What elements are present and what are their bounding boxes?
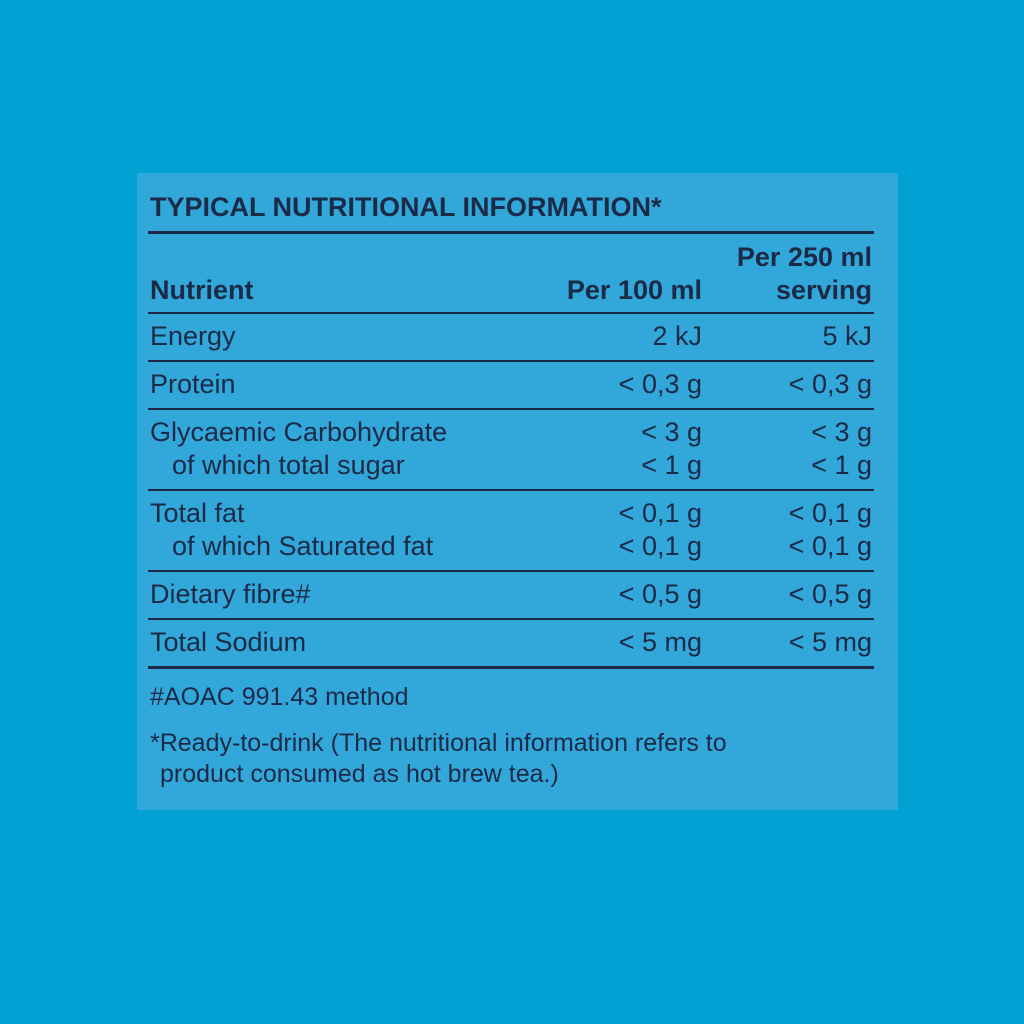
nutrient: of which Saturated fat [172, 531, 434, 561]
per-100-value: < 5 mg [618, 627, 702, 657]
nutrient: of which total sugar [172, 450, 405, 480]
header-per-serving: serving [775, 275, 872, 305]
rule [148, 570, 874, 572]
nutrient: Glycaemic Carbohydrate [150, 417, 448, 447]
rule [148, 489, 874, 491]
nutrition-panel [137, 173, 898, 810]
per-serving-value: < 0,3 g [788, 369, 872, 399]
rule [148, 408, 874, 410]
per-serving-value: < 0,5 g [788, 579, 872, 609]
per-100-value: < 0,1 g [618, 498, 702, 528]
per-100-value: < 1 g [641, 450, 702, 480]
rule [148, 666, 874, 669]
header-per-serving: Per 250 ml [736, 242, 872, 272]
per-serving-value: < 1 g [811, 450, 872, 480]
nutrient: Total fat [150, 498, 245, 528]
footnote: #AOAC 991.43 method [150, 683, 409, 711]
title: TYPICAL NUTRITIONAL INFORMATION* [150, 192, 662, 222]
header-per-100: Per 100 ml [566, 275, 702, 305]
nutrient: Total Sodium [150, 627, 307, 657]
rule [148, 618, 874, 620]
per-100-value: < 0,5 g [618, 579, 702, 609]
nutrient: Protein [150, 369, 236, 399]
per-serving-value: 5 kJ [822, 321, 872, 351]
footnote: product consumed as hot brew tea.) [160, 760, 559, 788]
per-serving-value: < 3 g [811, 417, 872, 447]
header-nutrient: Nutrient [150, 275, 254, 305]
per-100-value: < 3 g [641, 417, 702, 447]
per-serving-value: < 0,1 g [788, 498, 872, 528]
per-100-value: 2 kJ [652, 321, 702, 351]
rule [148, 231, 874, 234]
per-serving-value: < 5 mg [788, 627, 872, 657]
per-100-value: < 0,1 g [618, 531, 702, 561]
nutrient: Dietary fibre# [150, 579, 311, 609]
rule [148, 360, 874, 362]
per-serving-value: < 0,1 g [788, 531, 872, 561]
per-100-value: < 0,3 g [618, 369, 702, 399]
nutrient: Energy [150, 321, 236, 351]
rule [148, 312, 874, 314]
footnote: *Ready-to-drink (The nutritional informa… [150, 729, 727, 757]
